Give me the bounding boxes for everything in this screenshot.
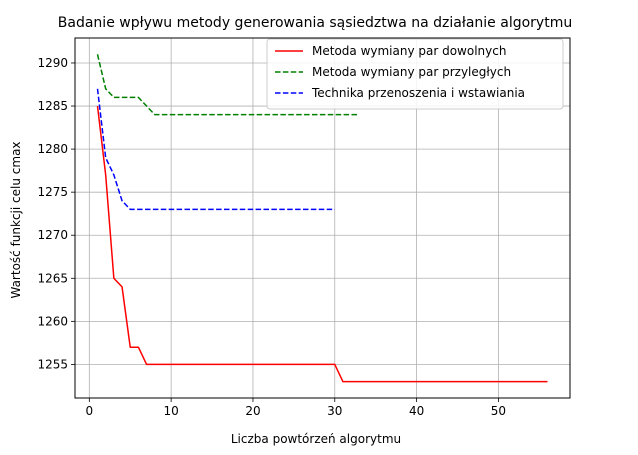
y-tick-label: 1285 — [37, 99, 68, 113]
legend-label-1: Metoda wymiany par dowolnych — [312, 44, 506, 58]
y-tick-label: 1280 — [37, 142, 68, 156]
x-tick-label: 40 — [409, 404, 424, 418]
x-tick-label: 50 — [491, 404, 506, 418]
y-tick-label: 1275 — [37, 185, 68, 199]
y-tick-label: 1260 — [37, 314, 68, 328]
y-tick-label: 1265 — [37, 271, 68, 285]
y-tick-label: 1255 — [37, 357, 68, 371]
x-tick-label: 30 — [327, 404, 342, 418]
x-tick-label: 10 — [163, 404, 178, 418]
y-tick-label: 1270 — [37, 228, 68, 242]
legend-box — [266, 38, 564, 110]
x-tick-label: 20 — [245, 404, 260, 418]
plot-area-frame — [74, 37, 571, 399]
series-line-2 — [96, 54, 360, 116]
series-line-3 — [96, 88, 335, 211]
x-axis-label: Liczba powtórzeń algorytmu — [231, 432, 401, 446]
series-layer — [96, 54, 548, 383]
axis-ticks: 0 10 20 30 40 50 1255 1260 1265 1270 1275 1280 1285 1… — [37, 56, 506, 418]
legend-label-3: Technika przenoszenia i wstawiania — [311, 86, 525, 100]
legend: Metoda wymiany par dowolnych Metoda wymia… — [266, 38, 564, 110]
chart-title: Badanie wpływu metody generowania sąsied… — [58, 15, 572, 31]
y-tick-label: 1290 — [37, 56, 68, 70]
legend-label-2: Metoda wymiany par przyległych — [312, 65, 511, 79]
y-axis-label: Wartość funkcji celu cmax — [9, 141, 23, 298]
series-line-1 — [96, 105, 548, 383]
x-tick-label: 0 — [85, 404, 93, 418]
